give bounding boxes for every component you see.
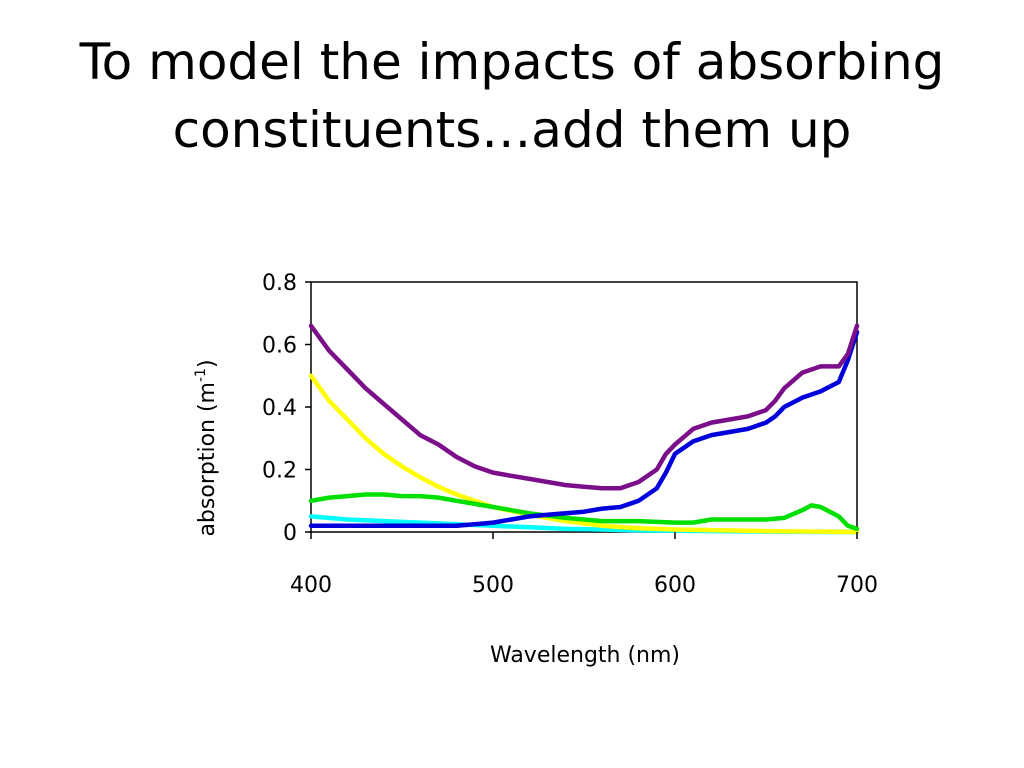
slide-title-line-2: constituents…add them up: [172, 101, 852, 159]
x-tick-label: 700: [836, 573, 878, 598]
series-line-2: [308, 373, 860, 535]
y-tick-label: 0.8: [262, 271, 297, 296]
x-tick-label: 500: [472, 573, 514, 598]
y-axis-title-main: absorption (m: [195, 382, 220, 537]
y-tick-label: 0.6: [262, 334, 297, 359]
y-tick-label: 0: [283, 521, 297, 546]
slide-title: To model the impacts of absorbing consti…: [40, 28, 984, 164]
y-tick-label: 0.2: [262, 459, 297, 484]
x-axis-title: Wavelength (nm): [490, 643, 680, 668]
slide-title-line-1: To model the impacts of absorbing: [79, 33, 945, 91]
series-line-3: [308, 492, 860, 532]
chart-ticks: 0 0.2 0.4 0.6 0.8 400 500 600 700: [262, 271, 878, 598]
x-tick-label: 400: [290, 573, 332, 598]
y-tick-label: 0.4: [262, 396, 297, 421]
y-axis-title-close: ): [195, 359, 220, 368]
y-axis-title: absorption (m-1): [193, 359, 220, 536]
x-tick-label: 600: [654, 573, 696, 598]
y-axis-title-superscript: -1: [193, 368, 209, 382]
series-line-5: [308, 323, 860, 491]
chart-series: [308, 323, 860, 535]
series-line-4: [308, 329, 860, 529]
